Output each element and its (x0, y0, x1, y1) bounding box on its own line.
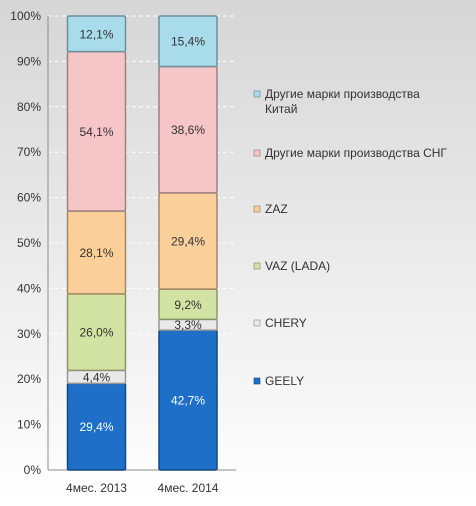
legend-swatch (253, 262, 261, 270)
legend-label: Другие марки производства (265, 87, 420, 101)
y-tick-label: 10% (17, 418, 41, 432)
y-tick-label: 80% (17, 100, 41, 114)
legend-swatch (253, 90, 261, 98)
legend-label: CHERY (265, 316, 307, 330)
y-tick-label: 40% (17, 281, 41, 295)
legend-label: VAZ (LADA) (265, 259, 330, 273)
x-tick-label: 4мес. 2013 (66, 481, 127, 495)
y-tick-label: 20% (17, 372, 41, 386)
x-tick-label: 4мес. 2014 (158, 481, 219, 495)
legend-label: ZAZ (265, 202, 288, 216)
legend-label: GEELY (265, 374, 304, 388)
data-label: 9,2% (174, 298, 202, 312)
y-tick-label: 60% (17, 191, 41, 205)
legend-swatch (253, 377, 261, 385)
legend-swatch (253, 205, 261, 213)
data-label: 4,4% (83, 370, 111, 384)
data-label: 26,0% (79, 326, 113, 340)
legend-swatch (253, 149, 261, 157)
y-tick-label: 70% (17, 145, 41, 159)
data-label: 29,4% (79, 420, 113, 434)
data-label: 38,6% (171, 123, 205, 137)
data-label: 28,1% (79, 246, 113, 260)
axes: 0% 10% 20% 30% 40% 50% 60% 70% 80% 90% 100% 4мес. 2… (10, 9, 236, 495)
bar-segment (66, 15, 127, 53)
legend-swatch (253, 319, 261, 327)
y-tick-label: 100% (10, 9, 41, 23)
y-tick-label: 90% (17, 54, 41, 68)
legend-label: Китай (265, 102, 297, 116)
data-label: 15,4% (171, 35, 205, 49)
bar-segment (158, 15, 218, 68)
bars: 29,4% 4,4% 26,0% 28,1% 54,1% 12,1% 42,7% 3,3% 9,… (66, 15, 218, 471)
data-label: 29,4% (171, 235, 205, 249)
legend-label: Другие марки производства СНГ (265, 146, 447, 160)
data-label: 54,1% (79, 125, 113, 139)
y-tick-label: 30% (17, 327, 41, 341)
data-label: 3,3% (174, 318, 202, 332)
data-label: 12,1% (79, 27, 113, 41)
data-label: 42,7% (171, 394, 205, 408)
y-tick-label: 50% (17, 236, 41, 250)
y-tick-label: 0% (24, 463, 42, 477)
